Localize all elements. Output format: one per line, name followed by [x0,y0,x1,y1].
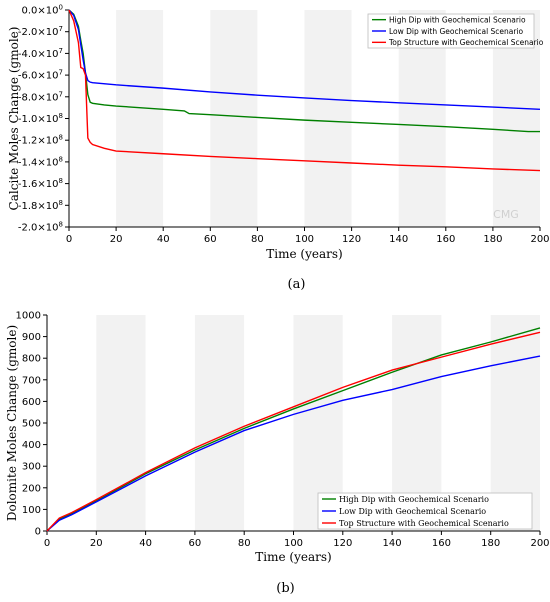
legend-entry: Low Dip with Geochemical Scenario [339,507,486,516]
x-axis-title: Time (years) [266,247,342,261]
y-tick-label: -2.0×108 [18,221,63,234]
legend-entry: Top Structure with Geochemical Scenario [388,38,544,47]
x-tick-label: 180 [481,538,500,549]
x-tick-label: 120 [333,538,352,549]
legend-box [367,13,535,49]
x-tick-label: 180 [483,234,502,245]
x-tick-label: 100 [295,234,314,245]
panel-label: (a) [288,277,306,292]
series-line-1 [46,327,541,532]
y-tick-label: 800 [22,354,41,365]
background-band [210,10,258,227]
panel-label: (b) [276,581,294,596]
legend-box [317,492,533,530]
series-line-3 [46,331,541,532]
x-tick-label: 0 [44,538,50,549]
y-tick-label: 0.0×100 [22,4,63,17]
y-tick-label: -8.0×107 [18,90,63,103]
y-tick-label: 700 [22,375,41,386]
legend-entry: High Dip with Geochemical Scenario [389,15,526,24]
y-tick-label: 900 [22,332,41,343]
x-tick-label: 160 [436,234,455,245]
series-line-1 [68,9,540,133]
legend-entry: Low Dip with Geochemical Scenario [389,27,524,36]
x-tick-label: 40 [139,538,152,549]
x-tick-label: 100 [284,538,303,549]
chart-a: CMG 0 20 40 60 80 100 120 140 160 180 200 0.0×100 -2.… [7,4,550,293]
y-tick-label: 0 [35,527,41,538]
background-band [145,315,195,531]
y-tick-label: -1.0×108 [18,112,63,125]
y-tick-label: 400 [22,440,41,451]
y-tick-label: 1000 [16,311,41,322]
x-tick-label: 20 [110,234,123,245]
y-tick-label: 500 [22,419,41,430]
watermark-logo: CMG [493,208,519,221]
y-tick-label: 200 [22,483,41,494]
x-tick-label: 80 [238,538,251,549]
x-tick-label: 200 [530,538,549,549]
y-tick-label: -4.0×107 [18,47,63,60]
y-axis-title: Dolomite Moles Change (gmole) [5,325,19,521]
background-band [304,10,352,227]
background-band [194,315,245,531]
y-tick-label: -1.2×108 [18,134,63,147]
x-tick-label: 80 [251,234,264,245]
y-axis-title: Calcite Moles Change (gmole) [7,27,21,211]
x-tick-label: 160 [432,538,451,549]
series-line-3 [68,9,541,172]
y-tick-label: 300 [22,462,41,473]
y-tick-label: -2.0×107 [18,25,63,38]
y-tick-label: 100 [22,505,41,516]
x-tick-label: 0 [66,234,72,245]
x-tick-label: 20 [90,538,103,549]
legend-entry: High Dip with Geochemical Scenario [339,495,489,504]
background-band [163,10,211,227]
y-tick-label: -1.6×108 [18,177,63,190]
y-tick-label: -1.8×108 [18,199,63,212]
y-tick-label: -6.0×107 [18,69,63,82]
x-tick-label: 60 [204,234,217,245]
background-band [47,315,97,531]
legend: High Dip with Geochemical Scenario Low Di… [367,13,544,49]
x-tick-label: 40 [157,234,170,245]
y-tick-label: 600 [22,397,41,408]
series-line-2 [46,355,541,532]
legend: High Dip with Geochemical Scenario Low Di… [317,492,533,530]
chart-b: CMG0204060801001201401601802000100200300… [5,311,550,597]
y-tick-label: -1.4×108 [18,155,63,168]
x-tick-label: 120 [342,234,361,245]
legend-entry: Top Structure with Geochemical Scenario [339,519,509,528]
x-axis-title: Time (years) [255,550,331,564]
x-tick-label: 140 [389,234,408,245]
x-tick-label: 60 [189,538,202,549]
series-line-2 [68,9,541,110]
x-tick-label: 140 [383,538,402,549]
background-band [116,10,164,227]
background-band [69,10,117,227]
x-tick-label: 200 [530,234,549,245]
